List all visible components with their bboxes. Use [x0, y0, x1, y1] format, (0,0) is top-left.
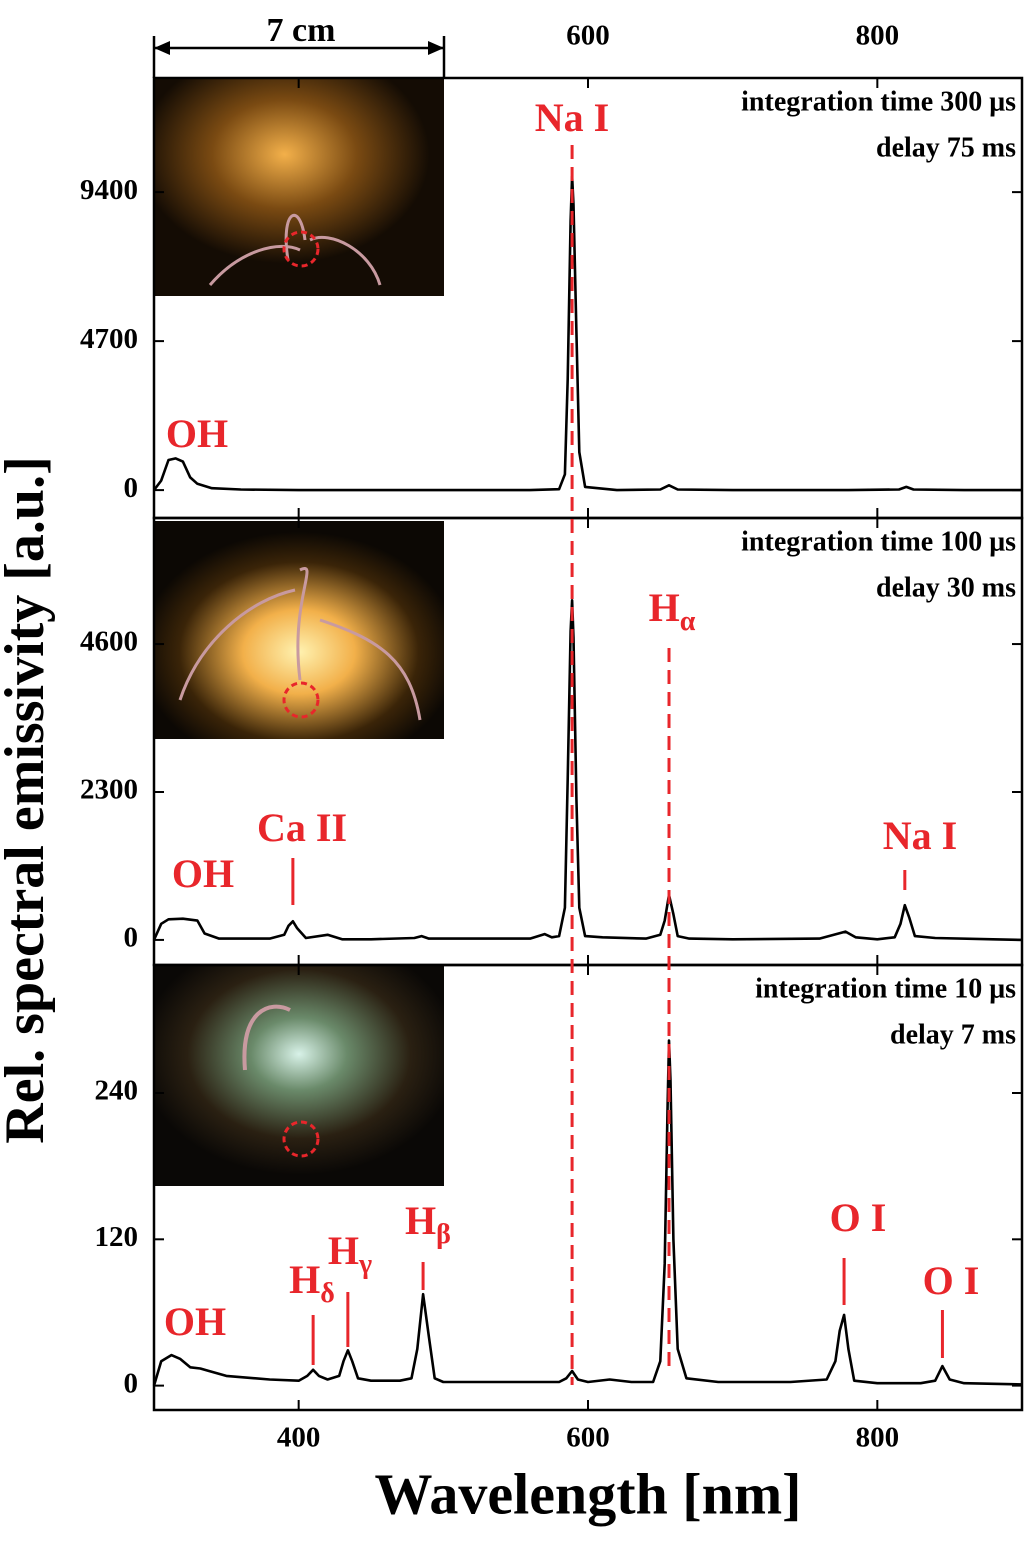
peak-label-text: OH	[166, 411, 228, 456]
peak-label-text: H	[328, 1228, 359, 1273]
y-tick-label: 120	[95, 1221, 139, 1253]
y-tick-label: 4700	[80, 323, 138, 355]
panel-note: delay 30 ms	[876, 572, 1016, 603]
panel-note: delay 7 ms	[890, 1019, 1016, 1050]
inset-arc	[208, 214, 382, 286]
insets	[154, 78, 444, 1186]
y-tick-label: 9400	[80, 174, 138, 206]
peak-label-text: H	[649, 585, 680, 630]
peak-label: Na I	[535, 95, 609, 140]
top-x-tick-label: 600	[566, 20, 610, 52]
peak-label: Ca II	[257, 805, 347, 850]
peak-label-subscript: δ	[320, 1278, 335, 1309]
x-tick-label: 800	[856, 1422, 900, 1454]
peak-label-text: OH	[164, 1299, 226, 1344]
peak-label-text: O I	[923, 1258, 980, 1303]
inset-photo	[154, 78, 444, 296]
peak-label: OH	[166, 411, 228, 456]
panel-note: integration time 100 μs	[741, 526, 1016, 557]
y-tick-label: 0	[124, 922, 139, 954]
peak-label: OH	[172, 851, 234, 896]
peak-label-text: Ca II	[257, 805, 347, 850]
peak-label-text: H	[405, 1198, 436, 1243]
y-tick-label: 0	[124, 1367, 139, 1399]
inset-circle	[282, 1120, 320, 1158]
peak-label-text: H	[289, 1257, 320, 1302]
x-axis-label: Wavelength [nm]	[375, 1461, 802, 1526]
peak-label: O I	[923, 1258, 980, 1303]
inset-arc	[242, 1004, 291, 1071]
y-tick-label: 2300	[80, 774, 138, 806]
peak-label-subscript: γ	[358, 1249, 372, 1280]
panel-note: integration time 300 μs	[741, 86, 1016, 117]
scale-bar-label: 7 cm	[267, 12, 336, 49]
y-tick-label: 4600	[80, 626, 138, 658]
peak-label-text: Na I	[535, 95, 609, 140]
x-tick-label: 400	[277, 1422, 321, 1454]
peak-label-text: Na I	[883, 813, 957, 858]
peak-label: Na I	[883, 813, 957, 858]
inset-circle	[282, 230, 320, 268]
inset-circle	[282, 681, 320, 719]
inset-arc	[178, 567, 422, 721]
y-axis-label: Rel. spectral emissivity [a.u.]	[0, 456, 56, 1143]
peak-label-text: OH	[172, 851, 234, 896]
inset-photo	[154, 966, 444, 1186]
scale-bar: 7 cm	[152, 12, 446, 78]
peak-label: Hβ	[405, 1198, 451, 1250]
peak-label-text: O I	[830, 1195, 887, 1240]
peak-label: OH	[164, 1299, 226, 1344]
peak-label-subscript: α	[680, 606, 696, 637]
top-x-tick-label: 800	[856, 20, 900, 52]
panel-frame	[152, 963, 1024, 1412]
peak-label: Hα	[649, 585, 696, 637]
peak-label: Hγ	[328, 1228, 372, 1280]
y-tick-label: 240	[95, 1075, 139, 1107]
y-tick-label: 0	[124, 472, 139, 504]
peak-label: Hδ	[289, 1257, 335, 1309]
x-tick-label: 600	[566, 1422, 610, 1454]
peak-label-subscript: β	[436, 1219, 451, 1250]
panel-note: integration time 10 μs	[755, 973, 1016, 1004]
spectrum-line	[152, 1039, 1023, 1386]
peak-label: O I	[830, 1195, 887, 1240]
panel-note: delay 75 ms	[876, 132, 1016, 163]
